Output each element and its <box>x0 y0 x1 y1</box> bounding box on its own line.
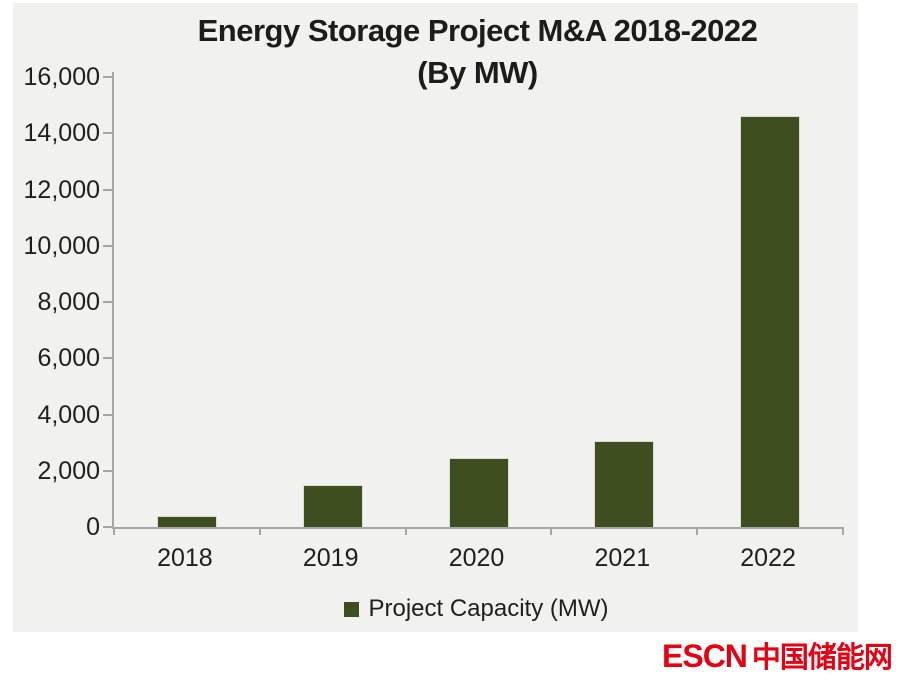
x-axis-labels: 2018 2019 2020 2021 2022 <box>112 544 841 574</box>
y-tick-label: 10,000 <box>23 231 100 260</box>
y-tick-mark <box>103 244 112 247</box>
chart-title-line-2: (By MW) <box>417 55 538 90</box>
y-tick-label: 8,000 <box>37 288 100 316</box>
plot-area: 0 2,000 4,000 6,000 8,000 10,000 12,000 14,000 1… <box>24 64 844 540</box>
y-tick-label: 0 <box>86 513 100 541</box>
bar-2021 <box>594 441 654 527</box>
chart-title-line-1: Energy Storage Project M&A 2018-2022 <box>197 13 758 48</box>
bar-2020 <box>449 458 509 527</box>
watermark-cjk-text: 中国储能网 <box>751 642 893 674</box>
x-tick-mark <box>258 527 261 535</box>
y-tick-label: 14,000 <box>23 119 100 148</box>
x-tick-mark <box>113 527 115 535</box>
y-tick-label: 6,000 <box>37 344 100 373</box>
x-category-label-2022: 2022 <box>740 544 796 572</box>
watermark-logo: ESCN 中国储能网 <box>662 634 899 676</box>
x-category-label-2020: 2020 <box>448 544 505 572</box>
x-tick-mark <box>842 527 844 535</box>
y-axis-cap <box>112 72 114 77</box>
legend-swatch-icon <box>344 601 360 617</box>
y-tick-mark <box>103 76 112 78</box>
y-tick-label: 2,000 <box>37 456 100 485</box>
x-tick-mark <box>404 527 407 535</box>
legend-label: Project Capacity (MW) <box>368 595 609 622</box>
y-tick-mark <box>103 413 112 416</box>
y-tick-mark <box>103 132 112 135</box>
x-tick-mark <box>696 527 699 535</box>
x-category-label-2018: 2018 <box>157 544 213 572</box>
y-tick-mark <box>103 469 112 472</box>
chart-title: Energy Storage Project M&A 2018-2022 (By… <box>112 10 843 94</box>
x-category-label-2019: 2019 <box>302 544 359 572</box>
x-category-label-2021: 2021 <box>594 544 651 572</box>
y-tick-label: 12,000 <box>23 175 100 204</box>
y-tick-mark <box>103 188 112 191</box>
watermark-escn-text: ESCN <box>662 638 748 674</box>
y-tick-mark <box>103 301 112 303</box>
chart-panel: Energy Storage Project M&A 2018-2022 (By… <box>13 3 858 632</box>
bar-2018 <box>157 516 217 527</box>
y-tick-mark <box>103 357 112 360</box>
y-tick-mark <box>103 526 112 528</box>
legend: Project Capacity (MW) <box>112 595 841 623</box>
bar-2019 <box>303 485 363 527</box>
y-tick-label: 16,000 <box>23 63 100 91</box>
bar-2022 <box>740 116 800 527</box>
y-tick-label: 4,000 <box>37 400 100 429</box>
x-tick-mark <box>550 527 553 535</box>
